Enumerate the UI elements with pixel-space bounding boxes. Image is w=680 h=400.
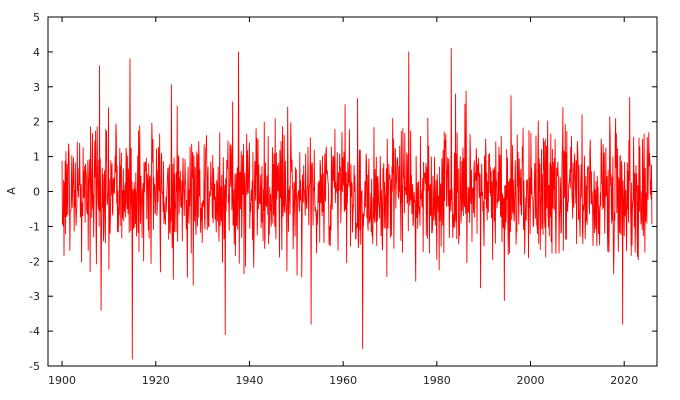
- x-tick-label: 2000: [517, 374, 545, 387]
- x-tick-label: 1980: [423, 374, 451, 387]
- y-axis-label: A: [5, 187, 18, 195]
- y-tick-label: -4: [29, 325, 40, 338]
- axes-layer: A -5 -4 -3 -2 -1 0 1 2 3 4 5 1900 1920 1940 1960 1980 20…: [5, 11, 658, 387]
- x-tick-label: 1900: [48, 374, 76, 387]
- y-tick-label: 2: [33, 116, 40, 129]
- x-tick-label: 1940: [235, 374, 263, 387]
- x-tick-label: 1920: [142, 374, 170, 387]
- y-tick-label: -1: [29, 220, 40, 233]
- y-tick-label: 5: [33, 11, 40, 24]
- y-tick-label: 3: [33, 81, 40, 94]
- y-tick-label: -3: [29, 290, 40, 303]
- y-tick-label: 4: [33, 46, 40, 59]
- series-line: [61, 47, 653, 360]
- x-tick-label: 2020: [610, 374, 638, 387]
- y-tick-label: -5: [29, 360, 40, 373]
- y-tick-label: -2: [29, 255, 40, 268]
- series-layer: [61, 47, 653, 360]
- y-tick-label: 1: [33, 151, 40, 164]
- y-tick-label: 0: [33, 186, 40, 199]
- x-tick-label: 1960: [329, 374, 357, 387]
